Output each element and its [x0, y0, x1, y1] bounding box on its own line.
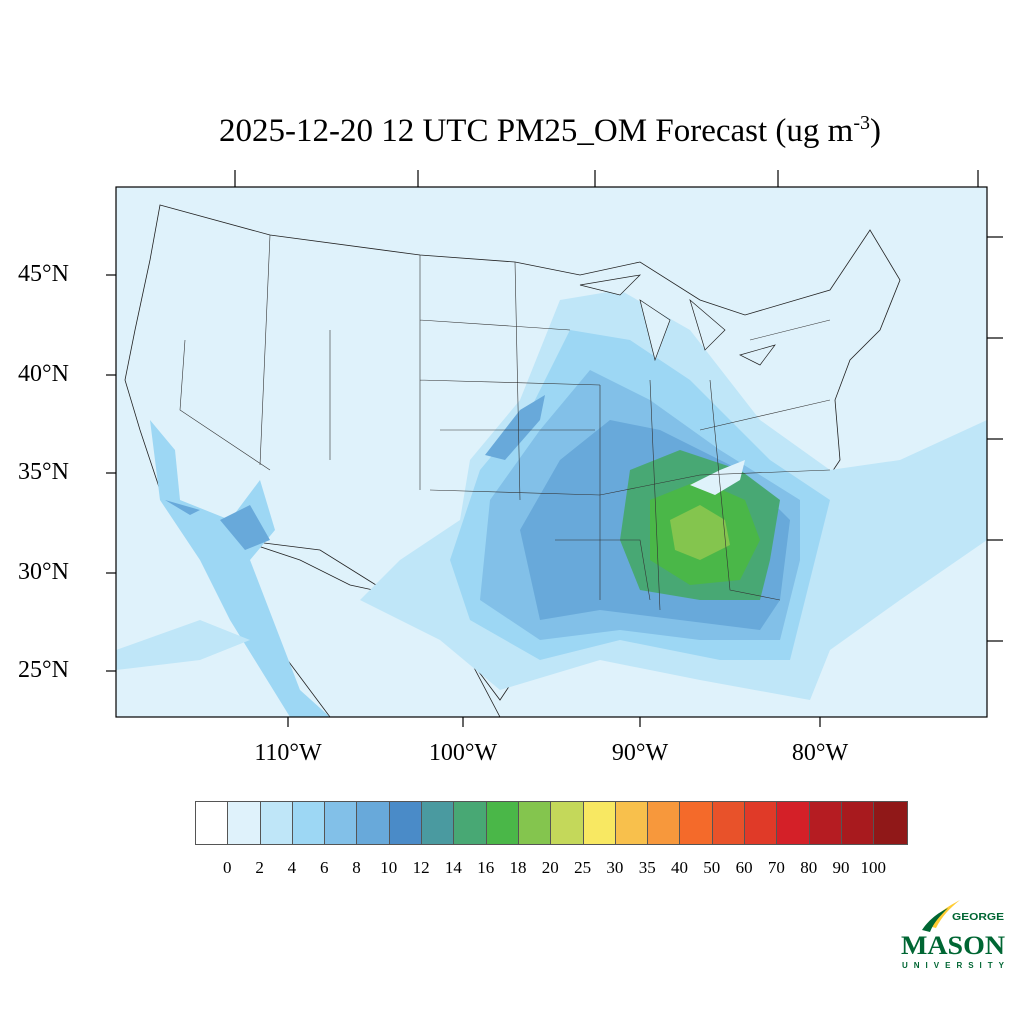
lon-label: 80°W [791, 740, 849, 766]
colorbar-label: 90 [832, 858, 850, 877]
colorbar-label: 40 [671, 858, 688, 877]
colorbar-swatch [486, 802, 519, 844]
map-frame [115, 186, 988, 718]
colorbar-label: 60 [735, 858, 753, 877]
colorbar-label: 8 [352, 858, 361, 877]
title-close: ) [869, 113, 881, 149]
lat-label: 40°N [18, 361, 69, 387]
colorbar [195, 801, 908, 845]
colorbar-swatch [454, 802, 487, 844]
colorbar-swatch [745, 802, 778, 844]
colorbar-label: 4 [287, 858, 297, 877]
low-area-appalachia [690, 460, 745, 495]
colorbar-swatch [841, 802, 875, 844]
axis-ticks [106, 170, 1003, 727]
state-borders [179, 234, 831, 611]
colorbar-swatch [809, 802, 842, 844]
svg-text:MASON: MASON [901, 931, 1005, 960]
colorbar-swatch [422, 802, 455, 844]
lon-label: 110°W [254, 740, 322, 766]
colorbar-swatch [680, 802, 713, 844]
colorbar-label: 2 [255, 858, 264, 877]
colorbar-label: 30 [606, 858, 624, 877]
lat-label: 35°N [18, 459, 69, 485]
lat-label: 30°N [18, 559, 69, 585]
colorbar-swatch [228, 802, 261, 844]
colorbar-label: 6 [319, 858, 329, 877]
contour-west [150, 420, 330, 717]
colorbar-label: 12 [412, 858, 430, 877]
colorbar-swatch [583, 802, 616, 844]
colorbar-label: 80 [800, 858, 818, 877]
contour-sw [165, 500, 270, 550]
contour-18-20 [670, 505, 730, 560]
colorbar-swatch [196, 802, 229, 844]
colorbar-label: 16 [477, 858, 495, 877]
contour-plains [485, 395, 545, 460]
colorbar-label: 0 [223, 858, 232, 877]
gmu-logo: GEORGE MASON UNIVERSITY [901, 900, 1005, 970]
svg-text:UNIVERSITY: UNIVERSITY [902, 961, 1005, 970]
lon-label: 90°W [611, 740, 669, 766]
map-title: 2025-12-20 12 UTC PM25_OM Forecast (ug m… [0, 112, 1024, 150]
colorbar-label: 35 [638, 858, 656, 877]
colorbar-swatch [389, 802, 423, 844]
colorbar-label: 10 [380, 858, 398, 877]
colorbar-swatch [777, 802, 810, 844]
colorbar-label: 25 [574, 858, 592, 877]
great-lakes [579, 274, 776, 366]
colorbar-swatch [712, 802, 746, 844]
title-text: 2025-12-20 12 UTC PM25_OM Forecast (ug m [219, 113, 854, 149]
colorbar-label: 20 [541, 858, 559, 877]
colorbar-swatch [260, 802, 293, 844]
colorbar-label: 14 [444, 858, 462, 877]
colorbar-label: 70 [767, 858, 785, 877]
lon-label: 100°W [428, 740, 498, 766]
colorbar-swatch [648, 802, 681, 844]
colorbar-swatch [615, 802, 649, 844]
colorbar-label: 100 [860, 858, 887, 877]
lat-label: 45°N [18, 261, 69, 287]
svg-text:GEORGE: GEORGE [952, 912, 1004, 923]
contour-pacific [116, 620, 250, 670]
colorbar-swatch [292, 802, 326, 844]
title-superscript: -3 [853, 112, 870, 134]
colorbar-swatch [551, 802, 584, 844]
colorbar-swatch [518, 802, 552, 844]
lat-label: 25°N [18, 657, 69, 683]
colorbar-swatch [874, 802, 907, 844]
colorbar-label: 18 [509, 858, 527, 877]
colorbar-swatch [325, 802, 358, 844]
colorbar-swatch [357, 802, 390, 844]
colorbar-label: 50 [703, 858, 721, 877]
